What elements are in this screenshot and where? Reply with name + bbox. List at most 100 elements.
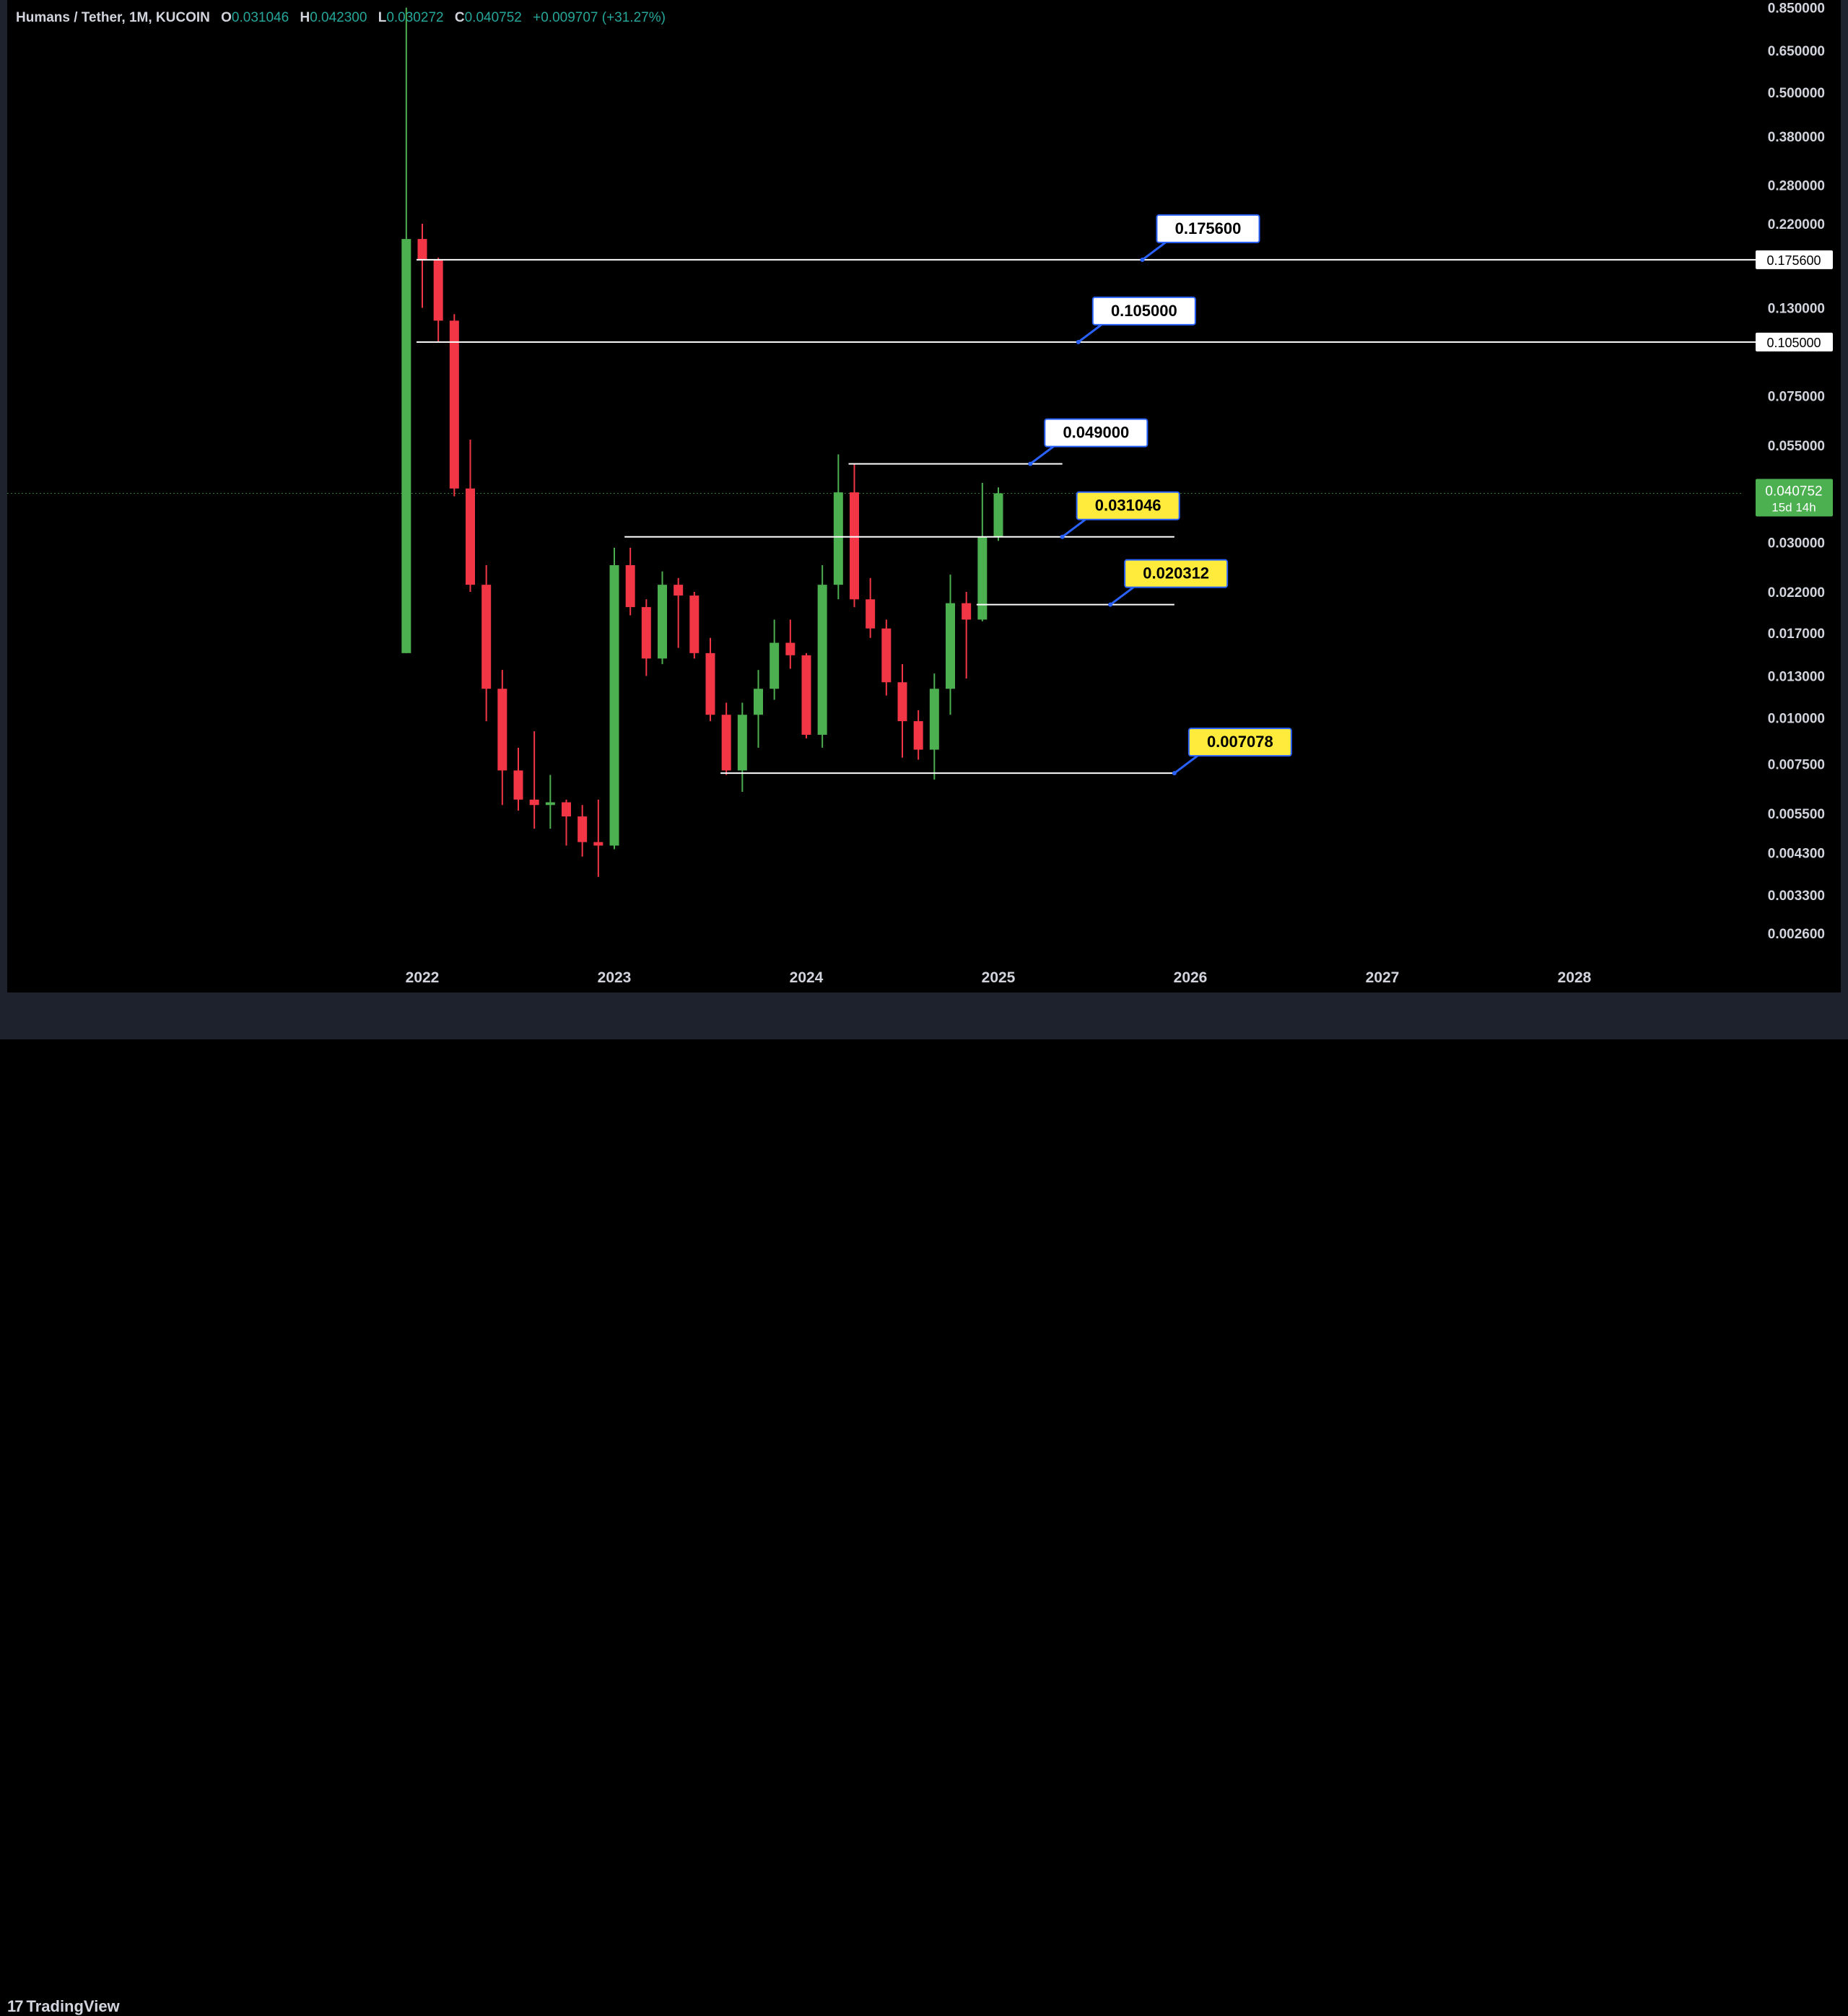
callout-label-0.031046: 0.031046 bbox=[1095, 497, 1161, 515]
candle-body-2022-06[interactable] bbox=[497, 689, 507, 771]
y-tick-0.130000: 0.130000 bbox=[1768, 302, 1825, 317]
y-tick-0.280000: 0.280000 bbox=[1768, 179, 1825, 194]
candle-body-2023-10[interactable] bbox=[754, 689, 763, 715]
last-price-tag-countdown: 15d 14h bbox=[1771, 500, 1816, 514]
callout-box-0.105000[interactable] bbox=[1091, 296, 1196, 326]
low-label: L bbox=[378, 10, 387, 25]
y-tick-0.220000: 0.220000 bbox=[1768, 217, 1825, 232]
candle-body-2023-07[interactable] bbox=[705, 653, 715, 715]
x-tick-2028: 2028 bbox=[1558, 969, 1592, 986]
close-value: 0.040752 bbox=[464, 10, 522, 25]
candle-body-2022-05[interactable] bbox=[481, 585, 492, 689]
candle-body-2022-02[interactable] bbox=[433, 260, 443, 321]
x-tick-2027: 2027 bbox=[1366, 969, 1400, 986]
y-tick-0.022000: 0.022000 bbox=[1768, 585, 1825, 601]
callout-anchor-0.020312 bbox=[1108, 602, 1113, 607]
chart-area[interactable]: 0.175600 0.175600 0.105000 0.105000 0.049000… bbox=[7, 0, 1841, 992]
candle-body-2024-07[interactable] bbox=[897, 682, 907, 722]
candle-body-2023-03[interactable] bbox=[641, 607, 651, 659]
candle-body-2023-09[interactable] bbox=[737, 715, 747, 771]
candle-body-2023-02[interactable] bbox=[625, 564, 635, 608]
candle-body-2024-01[interactable] bbox=[801, 655, 811, 735]
candle-body-2024-04[interactable] bbox=[850, 492, 859, 600]
candle-body-2022-08[interactable] bbox=[529, 799, 539, 806]
y-tick-0.650000: 0.650000 bbox=[1768, 44, 1825, 59]
footer-bar: 17 TradingView bbox=[0, 992, 1848, 2015]
y-tick-0.005500: 0.005500 bbox=[1768, 807, 1825, 822]
y-tick-0.055000: 0.055000 bbox=[1768, 439, 1825, 454]
candle-body-2023-08[interactable] bbox=[721, 715, 731, 771]
callout-anchor-0.105000 bbox=[1076, 339, 1081, 344]
y-tick-0.500000: 0.500000 bbox=[1768, 86, 1825, 101]
symbol-title[interactable]: Humans / Tether, 1M, KUCOIN bbox=[16, 10, 210, 25]
open-value: 0.031046 bbox=[231, 10, 289, 25]
candle-body-2024-11[interactable] bbox=[962, 603, 972, 620]
high-label: H bbox=[300, 10, 310, 25]
candle-body-2022-04[interactable] bbox=[466, 488, 475, 585]
open-label: O bbox=[221, 10, 232, 25]
last-price-tag-value: 0.040752 bbox=[1765, 484, 1822, 499]
candle-body-2022-12[interactable] bbox=[593, 842, 603, 846]
callout-anchor-0.007078 bbox=[1172, 771, 1177, 776]
x-tick-2026: 2026 bbox=[1174, 969, 1208, 986]
callout-box-0.049000[interactable] bbox=[1044, 418, 1149, 448]
callout-box-0.175600[interactable] bbox=[1156, 214, 1260, 243]
y-tick-0.003300: 0.003300 bbox=[1768, 889, 1825, 904]
y-tick-0.002600: 0.002600 bbox=[1768, 927, 1825, 942]
candle-body-2024-09[interactable] bbox=[929, 689, 939, 750]
x-tick-2024: 2024 bbox=[790, 969, 824, 986]
candle-body-2022-09[interactable] bbox=[545, 802, 555, 806]
candle-body-2023-04[interactable] bbox=[658, 585, 667, 659]
callout-anchor-0.175600 bbox=[1140, 257, 1145, 262]
candle-body-2023-12[interactable] bbox=[785, 642, 796, 655]
callout-box-0.007078[interactable] bbox=[1187, 728, 1292, 757]
x-tick-2022: 2022 bbox=[406, 969, 440, 986]
callout-pointer-0.175600 bbox=[1141, 241, 1167, 261]
y-tick-0.030000: 0.030000 bbox=[1768, 536, 1825, 551]
candle-body-2024-10[interactable] bbox=[946, 603, 955, 689]
callout-label-0.020312: 0.020312 bbox=[1143, 564, 1209, 582]
y-tick-0.075000: 0.075000 bbox=[1768, 389, 1825, 404]
candle-body-2023-01[interactable] bbox=[609, 564, 619, 846]
callout-pointer-0.049000 bbox=[1029, 445, 1055, 465]
candle-body-2024-05[interactable] bbox=[866, 599, 876, 629]
candle-body-2024-02[interactable] bbox=[817, 585, 827, 735]
close-label: C bbox=[454, 10, 465, 25]
candle-body-2023-11[interactable] bbox=[770, 642, 780, 689]
candle-body-2024-08[interactable] bbox=[913, 721, 923, 750]
high-value: 0.042300 bbox=[310, 10, 367, 25]
callout-pointer-0.007078 bbox=[1173, 754, 1198, 774]
callout-label-0.175600: 0.175600 bbox=[1175, 219, 1242, 237]
y-tick-0.850000: 0.850000 bbox=[1768, 1, 1825, 17]
callout-anchor-0.031046 bbox=[1060, 534, 1065, 539]
candle-body-2022-10[interactable] bbox=[562, 802, 571, 817]
candle-body-2024-03[interactable] bbox=[833, 492, 843, 585]
axis-tag-0.175600 bbox=[1756, 250, 1833, 269]
x-tick-2025: 2025 bbox=[982, 969, 1016, 986]
callout-box-0.020312[interactable] bbox=[1124, 559, 1229, 588]
y-tick-0.007500: 0.007500 bbox=[1768, 757, 1825, 772]
candle-body-2022-03[interactable] bbox=[449, 320, 459, 489]
candle-body-2023-06[interactable] bbox=[689, 595, 699, 653]
candle-body-2024-12[interactable] bbox=[977, 536, 988, 620]
candle-body-2025-01[interactable] bbox=[993, 493, 1003, 537]
tradingview-brand-label: TradingView bbox=[26, 1997, 120, 2015]
tradingview-logo-icon: 17 bbox=[7, 1997, 24, 2015]
callout-label-0.105000: 0.105000 bbox=[1111, 302, 1177, 320]
y-tick-0.017000: 0.017000 bbox=[1768, 627, 1825, 642]
last-price-tag[interactable] bbox=[1756, 479, 1833, 517]
callout-label-0.049000: 0.049000 bbox=[1063, 424, 1129, 442]
x-tick-2023: 2023 bbox=[598, 969, 632, 986]
candle-body-2022-07[interactable] bbox=[513, 770, 523, 800]
candle-body-2023-05[interactable] bbox=[674, 585, 684, 596]
candle-body-2024-06[interactable] bbox=[881, 628, 892, 683]
candle-body-2022-01[interactable] bbox=[417, 239, 427, 261]
candlestick-chart[interactable]: 0.175600 0.175600 0.105000 0.105000 0.049000… bbox=[7, 0, 1841, 992]
tradingview-logo[interactable]: 17 TradingView bbox=[7, 1997, 120, 2016]
callout-box-0.031046[interactable] bbox=[1076, 491, 1180, 520]
candle-body-2021-12[interactable] bbox=[401, 239, 411, 653]
candle-body-2022-11[interactable] bbox=[578, 816, 588, 842]
axis-tag-label-0.175600: 0.175600 bbox=[1766, 253, 1821, 268]
low-value: 0.030272 bbox=[386, 10, 444, 25]
